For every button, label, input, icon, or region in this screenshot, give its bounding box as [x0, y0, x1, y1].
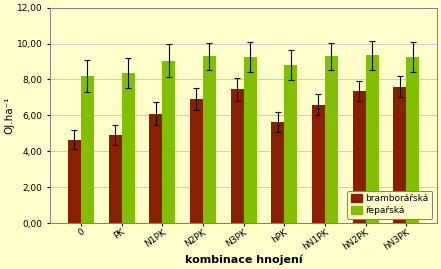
Bar: [312, 105, 325, 223]
Bar: [325, 56, 338, 223]
Bar: [352, 91, 366, 223]
Bar: [406, 57, 419, 223]
X-axis label: kombinace hnojení: kombinace hnojení: [185, 254, 303, 265]
Bar: [122, 73, 135, 223]
Bar: [271, 122, 284, 223]
Bar: [68, 140, 81, 223]
Bar: [162, 61, 175, 223]
Y-axis label: OJ.ha⁻¹: OJ.ha⁻¹: [4, 97, 14, 134]
Bar: [284, 65, 297, 223]
Bar: [190, 99, 203, 223]
Bar: [108, 135, 122, 223]
Bar: [366, 55, 378, 223]
Bar: [393, 87, 406, 223]
Bar: [203, 56, 216, 223]
Legend: bramborářská, řepařská: bramborářská, řepařská: [348, 191, 432, 219]
Bar: [149, 114, 162, 223]
Bar: [231, 89, 243, 223]
Bar: [81, 76, 94, 223]
Bar: [243, 57, 257, 223]
